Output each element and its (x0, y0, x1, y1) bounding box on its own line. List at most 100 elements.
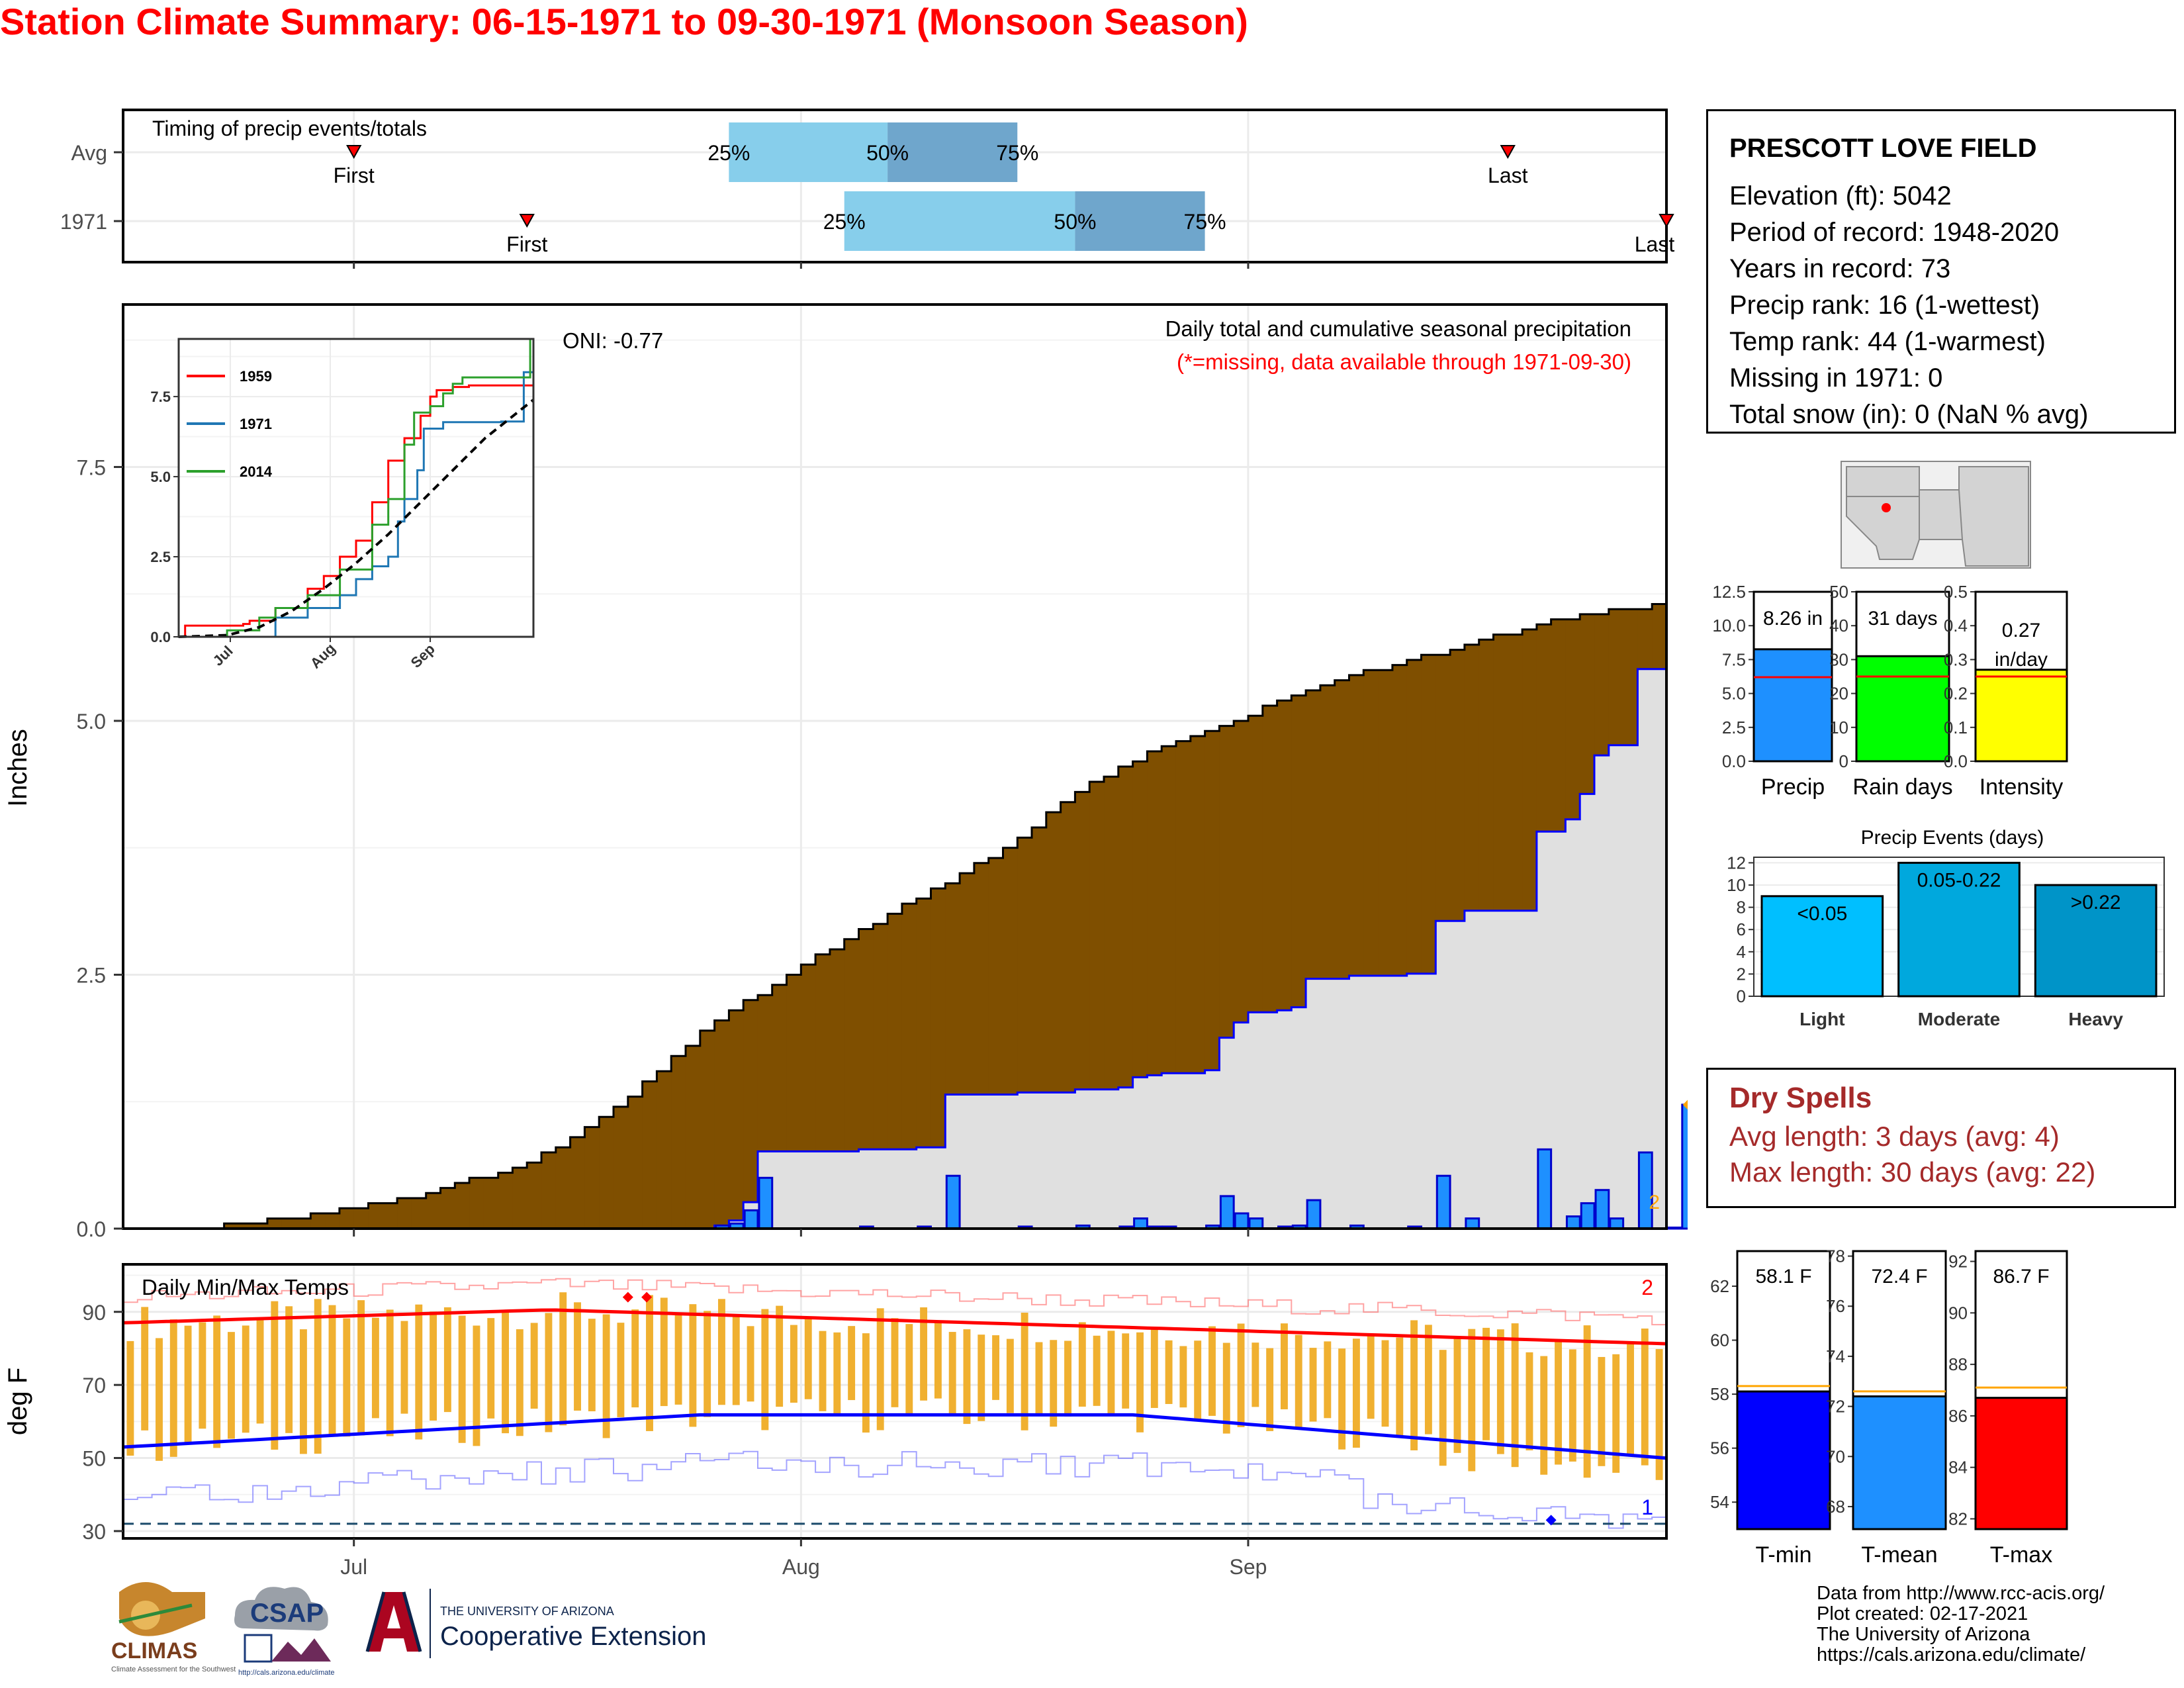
daily-temp-bar (199, 1322, 206, 1429)
avg-min-temp-line (122, 1413, 1667, 1460)
daily-precip-bar (1565, 1215, 1581, 1230)
daily-temp-bar (1194, 1340, 1202, 1420)
deficit-area (368, 1203, 383, 1229)
deficit-area (440, 1188, 455, 1229)
precip-frame (122, 303, 1668, 1230)
temp-panel: 2 1 deg F Daily Min/Max Temps 30 50 70 90 Jul… (3, 1263, 1668, 1579)
deficit-area (1551, 619, 1566, 832)
timing-panel: Timing of precip events/totals Avg 25% 50%… (60, 109, 1674, 269)
deficit-area (1493, 634, 1508, 911)
deficit-area (614, 1106, 629, 1229)
footer-line: The University of Arizona (1817, 1624, 2030, 1645)
station-info-line: Elevation (ft): 5042 (1729, 181, 1952, 211)
deficit-area (729, 1010, 744, 1221)
mini-value-label: 31 days (1868, 608, 1937, 630)
daily-temp-bar (1525, 1352, 1533, 1451)
daily-precip-bar (1609, 1217, 1625, 1230)
mini-y-tick-label: 0.5 (1944, 582, 1968, 602)
daily-temp-bar (1237, 1323, 1245, 1427)
page-title: Station Climate Summary: 06-15-1971 to 0… (0, 1, 1248, 42)
deficit-area (714, 1020, 729, 1226)
mini-y-tick-label: 0.1 (1944, 718, 1968, 737)
deficit-area (1161, 746, 1177, 1074)
daily-temp-bar (1496, 1329, 1504, 1454)
event-label: First (506, 232, 547, 256)
deficit-area (988, 858, 1003, 1095)
event-label: First (334, 164, 375, 187)
daily-precip-bar (1666, 1226, 1682, 1230)
record-low-line (123, 1450, 1667, 1529)
daily-temp-bar (141, 1307, 149, 1430)
mini-y-tick-label: 78 (1826, 1246, 1845, 1266)
timing-row-label: 1971 (60, 210, 107, 234)
deficit-area (1378, 670, 1393, 976)
deficit-area (901, 904, 917, 1150)
daily-precip-bar (1133, 1217, 1148, 1230)
mini-y-tick-label: 72 (1826, 1397, 1845, 1417)
deficit-area (224, 1223, 239, 1229)
ua-logo: THE UNIVERSITY OF ARIZONA Cooperative Ex… (365, 1589, 706, 1658)
footer-line: Data from http://www.rcc-acis.org/ (1817, 1583, 2105, 1604)
daily-temp-bar (1482, 1327, 1490, 1440)
event-bar-label: <0.05 (1797, 903, 1847, 925)
deficit-area (483, 1178, 499, 1229)
station-info-line: Precip rank: 16 (1-wettest) (1729, 291, 2040, 320)
deficit-area (844, 939, 860, 1152)
daily-temp-bar (978, 1335, 985, 1421)
daily-precip-bar (743, 1209, 759, 1230)
temp-ylabel: deg F (3, 1368, 32, 1435)
daily-temp-bar (328, 1305, 336, 1436)
deficit-area (1421, 655, 1436, 974)
daily-temp-bar (314, 1299, 322, 1454)
daily-temp-bar (516, 1329, 523, 1436)
deficit-area (642, 1081, 657, 1229)
mini-y-tick-label: 82 (1948, 1509, 1968, 1528)
quartile-bar-upper (887, 122, 1018, 182)
deficit-area (555, 1147, 571, 1229)
deficit-area (945, 883, 960, 1095)
footer-credits: Data from http://www.rcc-acis.org/ Plot … (1817, 1583, 2105, 1665)
daily-temp-bar (1295, 1335, 1302, 1429)
daily-temp-bar (1540, 1356, 1548, 1475)
station-name: PRESCOTT LOVE FIELD (1729, 134, 2037, 163)
daily-precip-bar (1637, 1151, 1653, 1230)
temp-y-tick-label: 30 (82, 1520, 106, 1544)
daily-temp-bar (1064, 1340, 1071, 1417)
deficit-area (1522, 629, 1537, 911)
deficit-area (455, 1182, 470, 1229)
station-location-marker (1882, 503, 1891, 512)
daily-temp-bar (704, 1311, 711, 1417)
daily-temp-bar (242, 1325, 250, 1433)
mini-value-label: 58.1 F (1755, 1266, 1811, 1288)
deficit-area (325, 1213, 340, 1229)
mini-y-tick-label: 68 (1826, 1497, 1845, 1517)
dry-spells-avg: Avg length: 3 days (avg: 4) (1729, 1121, 2060, 1152)
mini-category-label: T-mean (1861, 1542, 1937, 1568)
deficit-area (1248, 716, 1263, 1013)
station-info-line: Years in record: 73 (1729, 254, 1951, 283)
deficit-area (1147, 751, 1162, 1076)
mini-y-tick-label: 0.2 (1944, 684, 1968, 704)
temp-frame (122, 1263, 1668, 1540)
daily-temp-bar (1627, 1342, 1634, 1456)
record-high-count: 2 (1641, 1276, 1653, 1299)
precip-y-tick-label: 2.5 (77, 963, 106, 987)
daily-temp-bar (1641, 1328, 1649, 1466)
events-y-tick-label: 10 (1727, 875, 1746, 895)
station-info-line: Temp rank: 44 (1-warmest) (1729, 327, 2046, 356)
inset-legend-label: 1959 (240, 368, 272, 385)
record-low-count: 1 (1641, 1495, 1653, 1519)
mini-y-tick-label: 0.4 (1944, 616, 1968, 635)
deficit-area (498, 1172, 513, 1229)
mini-value-bar (1736, 1390, 1831, 1530)
record-low-marker (1545, 1515, 1557, 1526)
daily-temp-bar (1381, 1340, 1389, 1427)
daily-temp-bar (631, 1309, 639, 1408)
daily-temp-bar (862, 1333, 870, 1433)
daily-temp-bar (1208, 1326, 1216, 1416)
mini-y-tick-label: 70 (1826, 1446, 1845, 1466)
daily-temp-bar (1050, 1340, 1058, 1427)
deficit-area (1104, 776, 1119, 1090)
deficit-area (1060, 802, 1075, 1093)
mini-category-label: Intensity (1979, 774, 2064, 800)
